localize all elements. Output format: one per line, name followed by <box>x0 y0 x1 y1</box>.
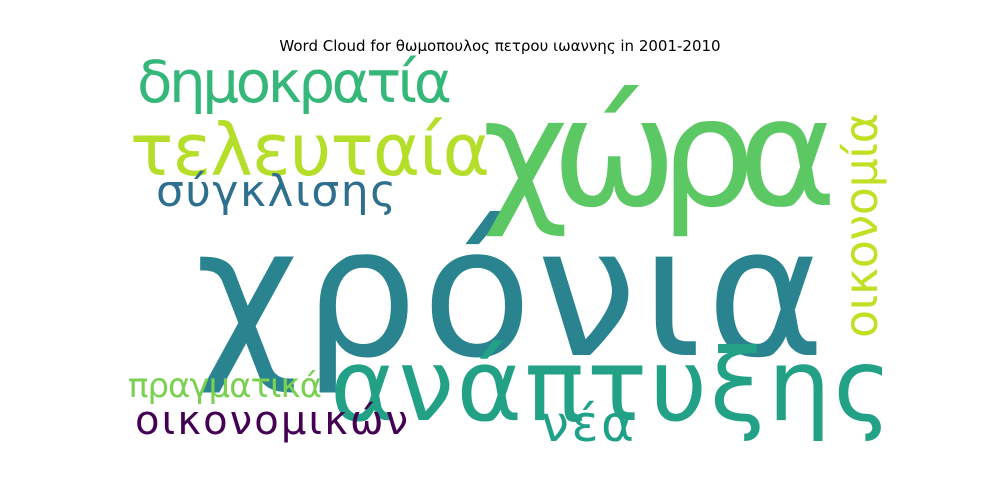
word-9: οικονομικών <box>135 398 408 444</box>
word-2: χώρα <box>482 67 837 241</box>
word-3: ανάπτυξης <box>330 327 892 444</box>
word-8: πραγματικά <box>128 366 322 406</box>
word-5: δημοκρατία <box>137 48 452 116</box>
word-10: νέα <box>541 395 634 453</box>
word-6: σύγκλισης <box>156 166 396 217</box>
word-4: τελευταία <box>130 108 490 192</box>
chart-title: Word Cloud for θωμοπουλος πετρου ιωαννης… <box>279 37 721 55</box>
word-7: οικονομία <box>834 113 888 338</box>
